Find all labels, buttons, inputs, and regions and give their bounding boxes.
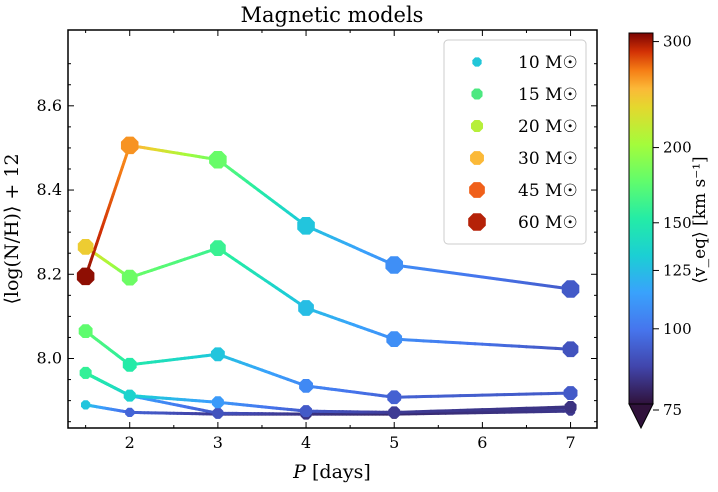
- data-point: [299, 378, 313, 393]
- data-point: [76, 267, 95, 286]
- data-point: [388, 406, 401, 419]
- x-tick-label: 7: [565, 433, 575, 452]
- colorbar-label: ⟨v_eq⟩ [km s⁻¹]: [690, 156, 710, 283]
- data-point: [210, 347, 225, 362]
- colorbar: 75 100 125 150 200 300 ⟨v_eq⟩ [km s⁻¹]: [628, 32, 710, 430]
- y-tick-label: 8.2: [37, 264, 62, 283]
- data-point: [385, 256, 403, 274]
- data-point: [120, 136, 139, 155]
- legend-label: 60 M☉: [518, 213, 578, 233]
- data-point: [209, 150, 227, 169]
- x-tick-label: 3: [213, 433, 223, 452]
- colorbar-tick-label: 200: [663, 139, 692, 157]
- data-point: [387, 390, 402, 405]
- legend-label: 45 M☉: [518, 181, 578, 201]
- colorbar-extend-triangle: [628, 403, 654, 430]
- data-point: [563, 386, 578, 400]
- y-tick-label: 8.4: [37, 180, 62, 199]
- legend-marker: [470, 119, 484, 133]
- data-point: [562, 341, 579, 358]
- colorbar-tick-label: 300: [663, 33, 692, 51]
- legend-label: 30 M☉: [518, 149, 578, 169]
- data-point: [298, 300, 314, 316]
- legend-label: 20 M☉: [518, 117, 578, 137]
- colorbar-tick-label: 75: [663, 401, 682, 419]
- data-point: [77, 239, 94, 255]
- data-point: [211, 396, 224, 409]
- x-tick-label: 2: [125, 433, 135, 452]
- data-point: [210, 240, 226, 257]
- data-point: [297, 217, 315, 235]
- series-markers: [76, 136, 580, 420]
- legend-marker: [470, 151, 484, 165]
- legend-marker: [471, 88, 483, 100]
- x-axis-label: P [days]: [292, 461, 371, 483]
- data-point: [125, 407, 135, 418]
- data-point: [561, 280, 580, 298]
- legend-label: 15 M☉: [518, 85, 578, 105]
- data-point: [212, 407, 224, 419]
- legend-marker: [472, 57, 482, 67]
- data-point: [564, 400, 577, 413]
- data-point: [78, 324, 93, 339]
- data-point: [79, 366, 92, 379]
- data-point: [300, 405, 313, 418]
- colorbar-gradient: [628, 32, 654, 405]
- legend-marker: [468, 213, 486, 231]
- x-tick-label: 5: [389, 433, 399, 452]
- y-tick-label: 8.6: [37, 96, 62, 115]
- colorbar-tick-label: 150: [663, 214, 692, 232]
- axis-ticks: 2 3 4 5 6 7 8.0 8.2 8.4 8.6: [37, 30, 597, 452]
- legend-marker: [469, 182, 485, 198]
- data-point: [121, 269, 138, 286]
- y-axis-label: ⟨log(N/H)⟩ + 12: [1, 153, 23, 304]
- x-tick-label: 4: [301, 433, 311, 452]
- x-tick-label: 6: [477, 433, 487, 452]
- data-point: [386, 331, 403, 347]
- series-lines: [84, 143, 573, 416]
- data-point: [122, 357, 137, 372]
- data-point: [123, 389, 136, 402]
- legend: 10 M☉ 15 M☉ 20 M☉ 30 M☉ 45 M☉ 60 M☉: [443, 39, 587, 245]
- legend-label: 10 M☉: [518, 53, 578, 73]
- colorbar-tick-label: 125: [663, 261, 692, 279]
- data-point: [81, 400, 91, 410]
- plot-area: [76, 136, 580, 420]
- plot-frame: [67, 29, 598, 429]
- chart-title: Magnetic models: [241, 3, 424, 27]
- colorbar-tick-label: 100: [663, 320, 692, 338]
- y-tick-label: 8.0: [37, 349, 62, 368]
